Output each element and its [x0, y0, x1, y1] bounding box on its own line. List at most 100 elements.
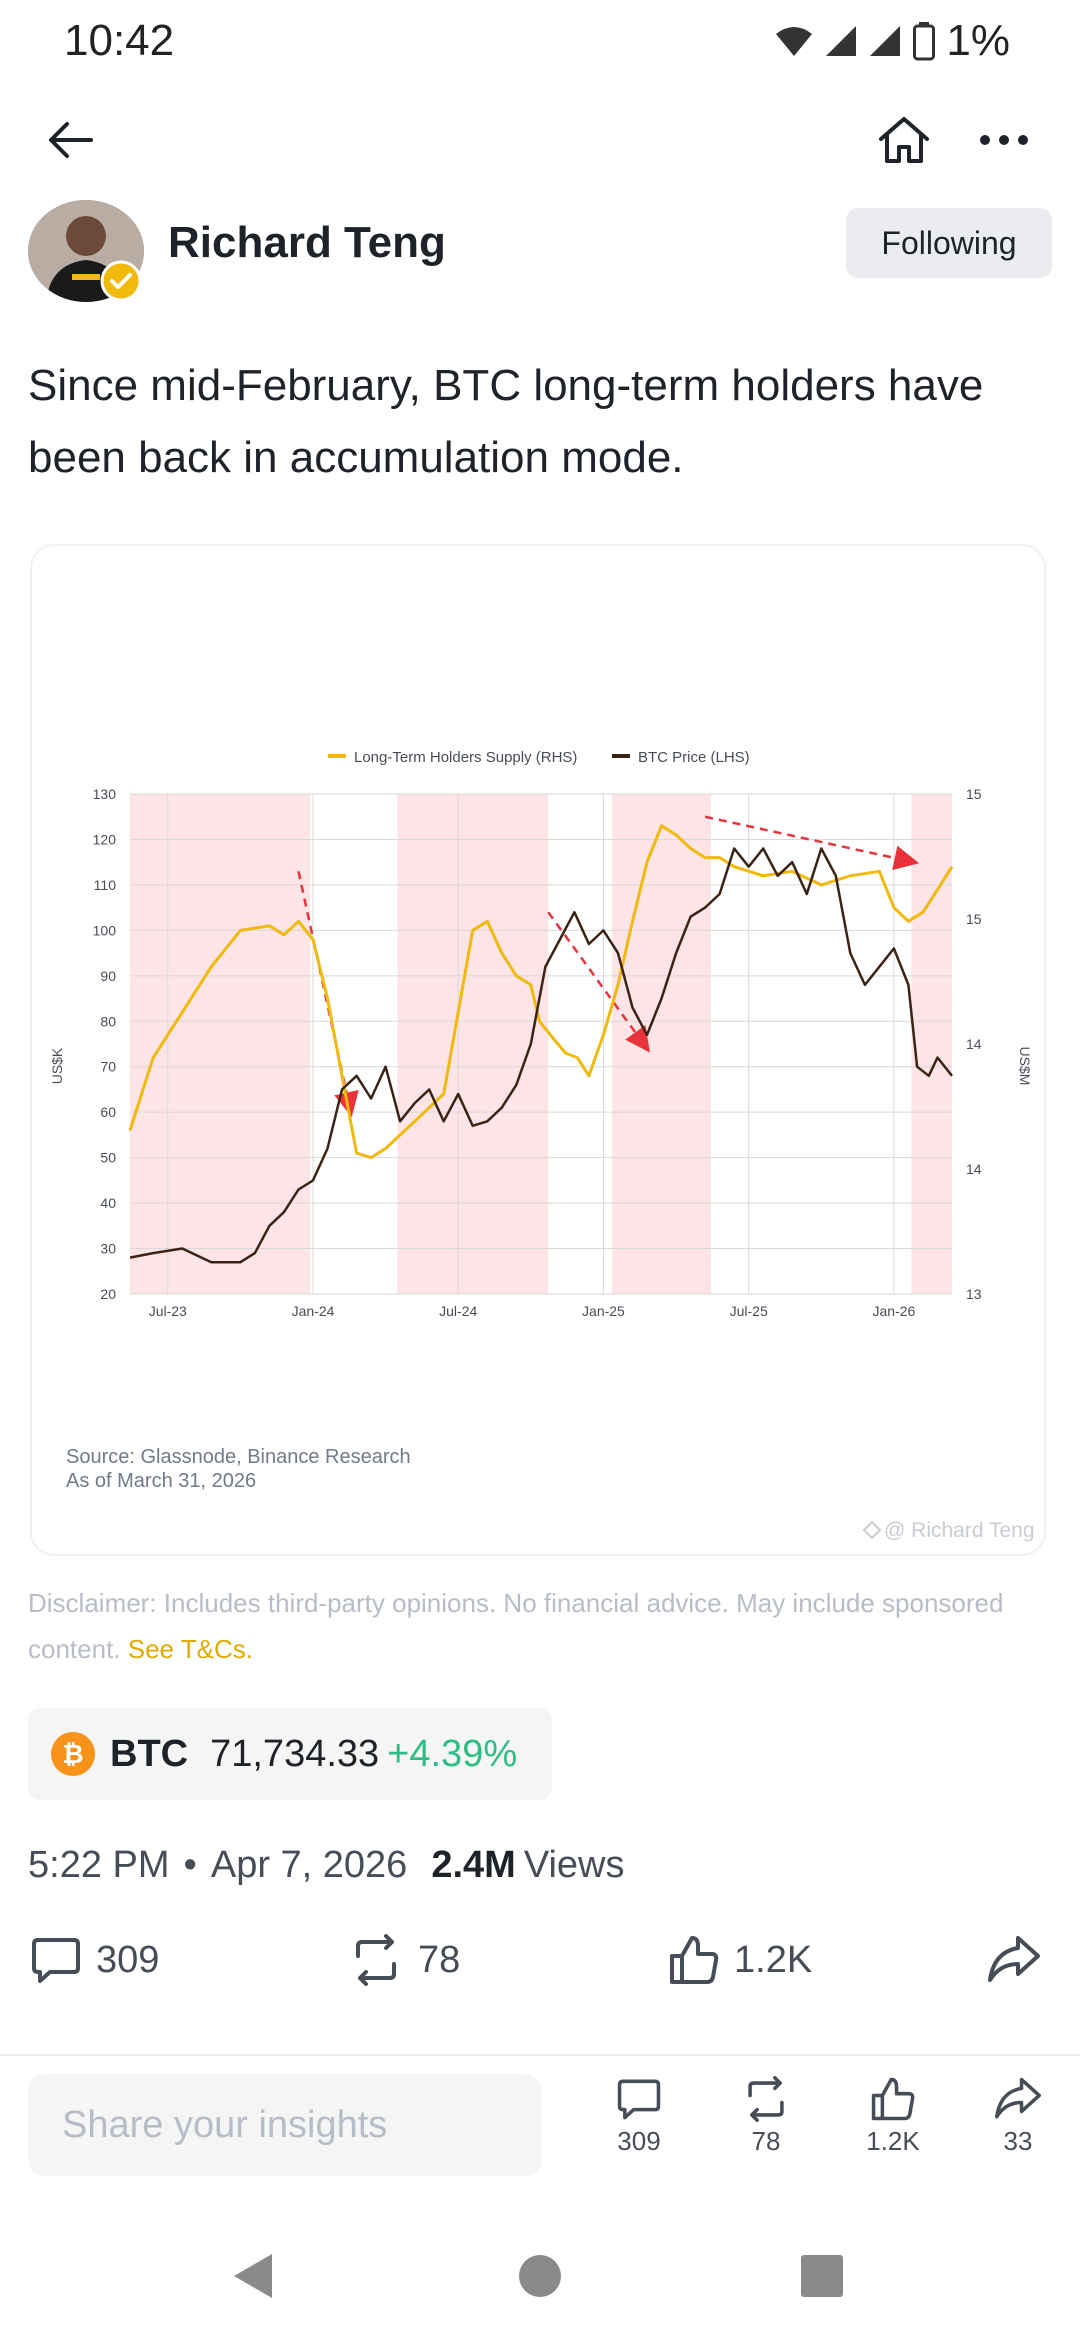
x-tick-label: Jul-25: [730, 1303, 768, 1319]
y-tick-label: 20: [100, 1286, 116, 1302]
comment-button[interactable]: 309: [30, 1920, 159, 2000]
status-time: 10:42: [64, 16, 175, 65]
y-tick-label: 80: [100, 1013, 116, 1029]
binance-watermark-icon: [862, 1520, 882, 1540]
right-axis-label: US$M: [1017, 1047, 1033, 1086]
disclaimer-text: Disclaimer: Includes third-party opinion…: [28, 1588, 1004, 1664]
author-name[interactable]: Richard Teng: [168, 218, 446, 267]
bottom-comment-button[interactable]: 309: [594, 2076, 684, 2157]
terms-link[interactable]: See T&Cs.: [127, 1634, 253, 1664]
bottom-share-count: 33: [1003, 2126, 1033, 2156]
series-line-btcprice: [129, 847, 953, 1264]
square-recents-icon: [801, 2255, 843, 2297]
x-tick-label: Jul-24: [439, 1303, 477, 1319]
circle-home-icon: [519, 2255, 561, 2297]
y-tick-label: 110: [94, 877, 117, 893]
like-count: 1.2K: [734, 1938, 813, 1981]
share-button[interactable]: [986, 1920, 1042, 2000]
y-tick-label: 130: [93, 786, 117, 802]
shaded-period: [612, 794, 711, 1294]
right-tick-label: 14: [966, 1036, 982, 1052]
y-tick-label: 100: [93, 922, 117, 938]
legend-label-btcprice: BTC Price (LHS): [638, 749, 750, 766]
repost-count: 78: [418, 1938, 461, 1981]
thumbs-up-icon: [670, 1936, 719, 1984]
back-arrow-icon: [49, 122, 93, 158]
top-nav: [0, 100, 1080, 180]
system-home-button[interactable]: [508, 2244, 572, 2308]
bottom-like-button[interactable]: 1.2K: [848, 2076, 938, 2157]
bottom-repost-button[interactable]: 78: [721, 2076, 811, 2157]
x-tick-label: Jan-26: [873, 1303, 916, 1319]
system-nav-bar: [0, 2216, 1080, 2340]
post-text: Since mid-February, BTC long-term holder…: [28, 361, 984, 482]
left-axis-label: US$K: [49, 1047, 65, 1084]
shaded-period: [911, 794, 952, 1294]
verified-badge-icon: [100, 260, 142, 302]
chart-as-of: As of March 31, 2026: [66, 1470, 256, 1492]
coin-symbol: BTC: [110, 1732, 189, 1775]
y-tick-label: 120: [93, 831, 117, 847]
signal-icon: [870, 26, 901, 56]
trend-arrow: [547, 911, 650, 1053]
svg-text:₿: ₿: [62, 1740, 83, 1770]
post-date: Apr 7, 2026: [210, 1844, 408, 1886]
more-button[interactable]: [972, 108, 1036, 172]
reply-bar: Share your insights 309 78 1.2K 33: [0, 2056, 1080, 2206]
coin-price: 71,734.33: [210, 1732, 380, 1775]
thumbs-up-icon: [871, 2077, 915, 2121]
reply-input[interactable]: Share your insights: [28, 2074, 542, 2176]
legend-swatch-btcprice: [612, 754, 630, 758]
disclaimer: Disclaimer: Includes third-party opinion…: [28, 1580, 1052, 1672]
triangle-back-icon: [234, 2254, 272, 2298]
action-row: 309 78 1.2K: [28, 1920, 1052, 2000]
right-tick-label: 13: [966, 1286, 982, 1302]
system-back-button[interactable]: [220, 2244, 284, 2308]
y-tick-label: 70: [100, 1059, 116, 1075]
author-row: Richard Teng Following: [28, 200, 1052, 310]
following-button[interactable]: Following: [846, 208, 1052, 278]
bottom-comment-count: 309: [617, 2126, 661, 2156]
status-bar: 10:42 1%: [0, 0, 1080, 84]
coin-change: +4.39%: [387, 1732, 518, 1775]
repost-icon: [748, 2076, 784, 2122]
battery-level: 1%: [946, 16, 1010, 65]
bitcoin-icon: ₿: [51, 1732, 95, 1776]
views-label: Views: [523, 1844, 625, 1886]
coin-ticker-chip[interactable]: ₿ BTC 71,734.33 +4.39%: [28, 1708, 552, 1800]
series-line-ltsupply: [128, 824, 954, 1160]
repost-button[interactable]: 78: [348, 1920, 460, 2000]
divider: [0, 2054, 1080, 2056]
y-tick-label: 40: [100, 1195, 116, 1211]
comment-icon: [32, 1938, 80, 1983]
chart-image[interactable]: 130 120 110 100 90 80 70 60 50 40 30 20 15 15 14 14 13 …: [30, 544, 1046, 1556]
y-tick-label: 60: [100, 1104, 116, 1120]
home-icon: [879, 117, 929, 163]
like-button[interactable]: 1.2K: [668, 1920, 812, 2000]
wifi-icon: [776, 27, 813, 56]
shaded-period: [130, 794, 311, 1294]
bottom-share-button[interactable]: 33: [973, 2076, 1063, 2157]
bottom-repost-count: 78: [751, 2126, 781, 2156]
back-button[interactable]: [38, 108, 102, 172]
trend-arrow: [704, 815, 920, 871]
post-time: 5:22 PM: [28, 1844, 170, 1886]
watermark-text: @ Richard Teng: [884, 1519, 1035, 1542]
right-tick-label: 15: [966, 786, 982, 802]
x-tick-label: Jan-24: [292, 1303, 335, 1319]
home-button[interactable]: [872, 108, 936, 172]
signal-icon: [826, 26, 857, 56]
repost-icon: [356, 1934, 396, 1986]
y-tick-label: 90: [100, 968, 116, 984]
legend-swatch-ltsupply: [328, 754, 346, 758]
system-recents-button[interactable]: [790, 2244, 854, 2308]
x-tick-label: Jan-25: [582, 1303, 625, 1319]
right-tick-label: 14: [966, 1161, 982, 1177]
share-icon: [988, 1936, 1040, 1982]
shaded-period: [397, 794, 549, 1294]
views-count: 2.4M: [431, 1844, 516, 1886]
share-icon: [995, 2077, 1041, 2119]
battery-icon: [913, 22, 936, 61]
status-icons: 1%: [774, 16, 1010, 66]
